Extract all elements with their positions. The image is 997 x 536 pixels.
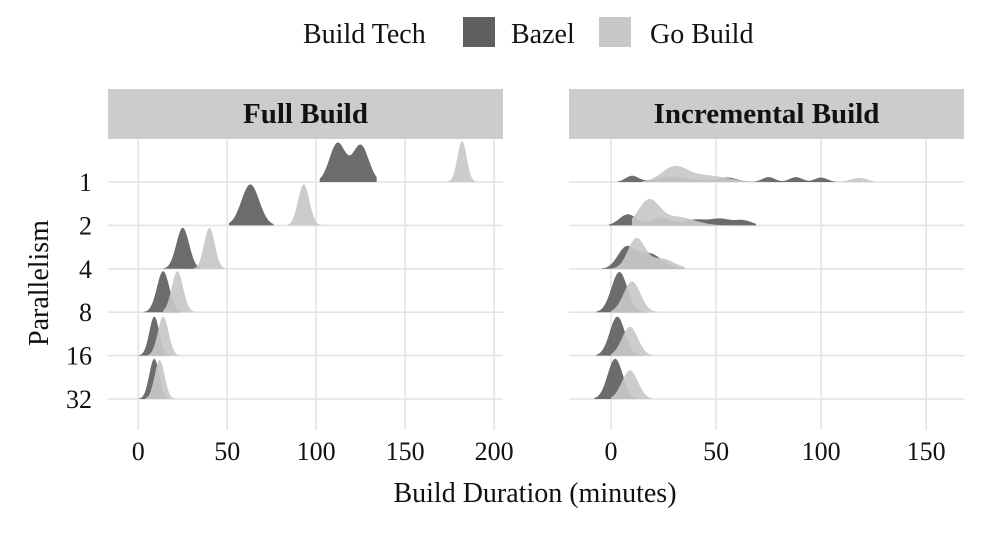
y-tick-label: 16 (66, 342, 92, 371)
x-tick-label: 150 (907, 437, 946, 466)
x-tick-label: 50 (703, 437, 729, 466)
legend-swatch-go-build (599, 17, 631, 47)
legend-label-bazel: Bazel (511, 19, 575, 50)
ridge-go-build-p16 (611, 326, 656, 356)
panel-incremental-build: Incremental Build 0 50 100 150 (569, 89, 964, 466)
ridge-go-build-p1 (446, 141, 482, 182)
legend-label-go-build: Go Build (650, 19, 753, 50)
y-tick-label: 1 (79, 168, 92, 197)
y-tick-label: 8 (79, 298, 92, 327)
y-axis-label: Parallelism (24, 220, 55, 346)
strip-title-full-build: Full Build (243, 98, 368, 130)
y-tick-label: 2 (79, 211, 92, 240)
ridge-go-build-p8 (611, 281, 662, 313)
x-tick-label: 50 (214, 437, 240, 466)
ridge-go-build-p2 (287, 184, 324, 226)
legend-swatch-bazel (463, 17, 495, 47)
x-tick-label: 150 (386, 437, 425, 466)
x-tick-label: 0 (605, 437, 618, 466)
panel-full-build: Full Build 0 50 100 150 200 (108, 89, 514, 466)
y-tick-labels: 1 2 4 8 16 32 (66, 168, 92, 414)
legend: Build Tech Bazel Go Build (303, 17, 753, 50)
strip-incremental-build (569, 89, 964, 139)
y-tick-label: 32 (66, 385, 92, 414)
ridge-bazel-p2 (229, 184, 274, 226)
x-tick-label: 200 (475, 437, 514, 466)
x-tick-label: 100 (802, 437, 841, 466)
ridge-go-build-p4 (611, 237, 685, 269)
x-ticks-full-build: 0 50 100 150 200 (132, 437, 514, 466)
ridge-go-build-p32 (611, 370, 653, 399)
x-axis-label: Build Duration (minutes) (393, 478, 676, 509)
legend-title: Build Tech (303, 19, 426, 50)
ridge-go-build-p2 (632, 199, 754, 226)
x-ticks-incremental-build: 0 50 100 150 (605, 437, 946, 466)
ridge-go-build-p4 (193, 227, 228, 269)
ridge-bazel-p8 (596, 272, 666, 313)
ridge-bazel-p32 (594, 358, 658, 399)
ridge-bazel-p16 (596, 316, 658, 356)
ridges-incremental-build (594, 165, 874, 399)
strip-title-incremental-build: Incremental Build (654, 98, 880, 130)
ridge-go-build-p16 (147, 316, 183, 356)
strip-full-build (108, 89, 503, 139)
ridge-go-build-p1 (642, 165, 874, 182)
ridge-go-build-p8 (163, 271, 197, 313)
ridge-go-build-p32 (145, 360, 178, 399)
ridge-bazel-p1 (319, 142, 377, 182)
x-tick-label: 100 (297, 437, 336, 466)
ridge-bazel-p4 (163, 227, 201, 269)
ridges-full-build (138, 141, 482, 399)
x-tick-label: 0 (132, 437, 145, 466)
y-tick-label: 4 (79, 255, 92, 284)
